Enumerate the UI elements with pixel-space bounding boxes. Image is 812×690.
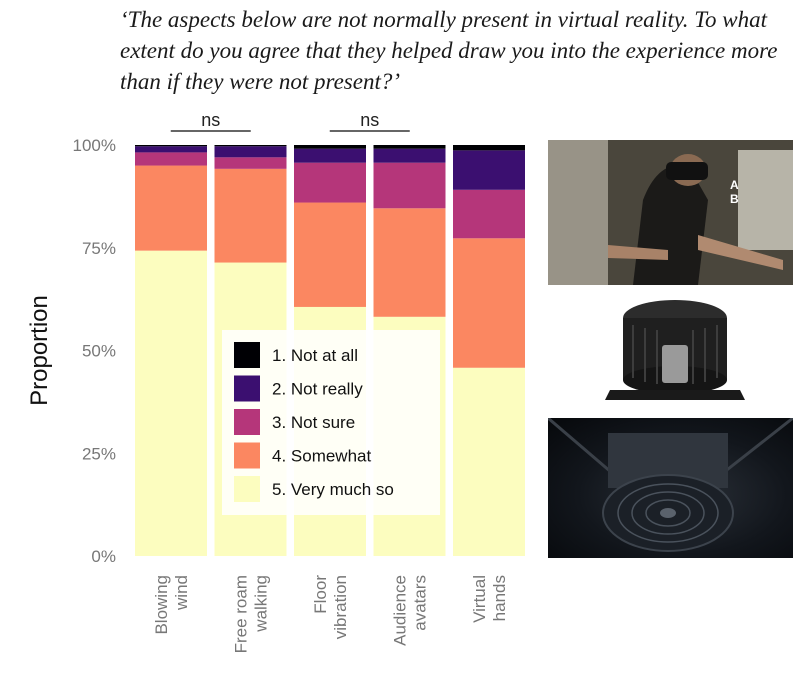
y-tick-label: 0% [91, 547, 116, 566]
x-tick-label-line: Free roam [232, 575, 251, 653]
legend-swatch [234, 375, 260, 402]
bar-segment-not-really [453, 150, 525, 190]
x-tick-label-line: walking [252, 575, 271, 633]
significance-label: ns [201, 110, 220, 130]
y-tick-label: 100% [73, 136, 116, 155]
bar-segment-somewhat [373, 208, 446, 317]
bar-segment-somewhat [135, 165, 207, 251]
significance-label: ns [360, 110, 379, 130]
bar-segment-not-sure [135, 152, 207, 166]
marker-b-label: B [730, 192, 739, 206]
bar-segment-very-much-so [135, 250, 207, 556]
y-tick-label: 75% [82, 239, 116, 258]
bar-segment-not-sure [373, 162, 446, 209]
bar-segment-not-sure [294, 162, 366, 203]
stacked-bar-chart: 0% 25% 50% 75% 100% Proportion Blowing wind Free… [26, 110, 525, 653]
x-tick-label-line: avatars [411, 575, 430, 631]
y-tick-label: 50% [82, 342, 116, 361]
bar-segment-not-really [294, 148, 366, 163]
fan-photo [548, 418, 793, 558]
bar-segment-not-at-all [294, 145, 366, 149]
floor-vibration-device-photo [600, 290, 750, 415]
x-tick-label: Audience avatars [391, 575, 430, 646]
bar-segment-not-really [214, 146, 287, 158]
x-tick-label-line: hands [490, 575, 509, 621]
x-tick-label: Free roam walking [232, 575, 271, 653]
legend-label: 5. Very much so [272, 480, 394, 499]
x-tick-label-line: vibration [331, 575, 350, 639]
bar-segment-somewhat [453, 238, 525, 368]
legend-label: 2. Not really [272, 380, 363, 399]
legend-swatch [234, 409, 260, 435]
legend-swatch [234, 342, 260, 368]
bar-segment-not-at-all [453, 145, 525, 151]
bar-segment-very-much-so [453, 367, 525, 556]
y-tick-label: 25% [82, 444, 116, 463]
marker-a-label: A [730, 178, 739, 192]
x-tick-label: Blowing wind [152, 575, 191, 635]
question-text: ‘The aspects below are not normally pres… [120, 7, 778, 94]
x-tick-label-line: Virtual [470, 575, 489, 623]
legend-label: 1. Not at all [272, 346, 358, 365]
bar-segment-not-sure [453, 189, 525, 239]
x-tick-label-line: Floor [311, 575, 330, 614]
legend-label: 3. Not sure [272, 413, 355, 432]
bar-segment-not-sure [214, 157, 287, 169]
y-axis-label: Proportion [26, 295, 53, 406]
bar-segment-somewhat [294, 202, 366, 307]
x-tick-label-line: wind [172, 575, 191, 611]
x-tick-label-line: Blowing [152, 575, 171, 635]
bar-segment-not-at-all [373, 145, 446, 149]
x-tick-label: Virtual hands [470, 575, 509, 623]
legend-label: 4. Somewhat [272, 447, 371, 466]
x-tick-label-line: Audience [391, 575, 410, 646]
bar-segment-somewhat [214, 168, 287, 263]
bar-segment-not-really [373, 148, 446, 163]
bar-segment-not-at-all [135, 145, 207, 147]
bar-segment-not-really [135, 146, 207, 153]
vr-user-photo: A B [548, 140, 793, 285]
bar-segment-not-at-all [214, 145, 287, 147]
legend-swatch [234, 476, 260, 502]
x-tick-label: Floor vibration [311, 575, 350, 640]
legend-swatch [234, 442, 260, 469]
